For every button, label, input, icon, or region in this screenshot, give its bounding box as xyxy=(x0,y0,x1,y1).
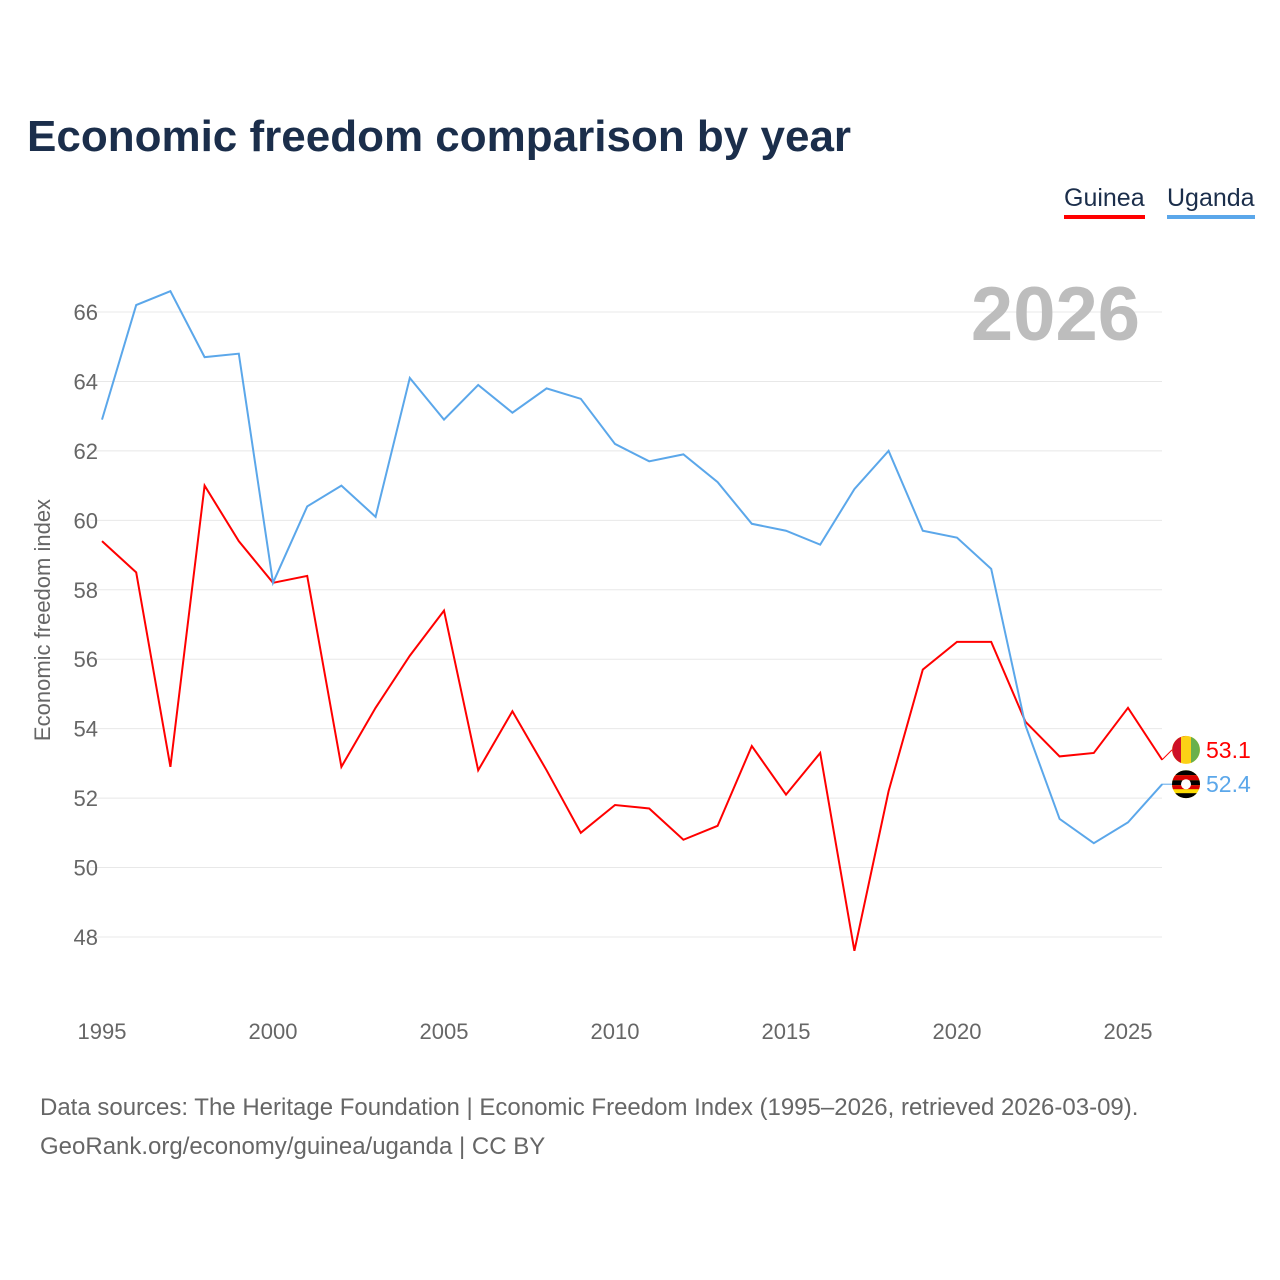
y-tick-label: 56 xyxy=(74,647,98,672)
y-tick-label: 50 xyxy=(74,856,98,881)
y-tick-label: 54 xyxy=(74,717,98,742)
y-tick-label: 66 xyxy=(74,300,98,325)
y-tick-label: 62 xyxy=(74,439,98,464)
flag-stripe xyxy=(1172,793,1200,798)
x-tick-label: 2000 xyxy=(249,1019,298,1044)
y-tick-label: 60 xyxy=(74,508,98,533)
end-value-label: 52.4 xyxy=(1206,771,1251,797)
end-value-label: 53.1 xyxy=(1206,737,1251,763)
x-tick-label: 2005 xyxy=(420,1019,469,1044)
chart-title: Economic freedom comparison by year xyxy=(27,112,852,161)
y-tick-label: 64 xyxy=(74,369,98,394)
source-note: Data sources: The Heritage Foundation | … xyxy=(40,1088,1138,1166)
x-tick-label: 2015 xyxy=(762,1019,811,1044)
series-line-uganda xyxy=(101,289,1163,845)
flag-stripe xyxy=(1191,736,1200,763)
y-tick-label: 52 xyxy=(74,786,98,811)
flag-stripe xyxy=(1172,735,1186,763)
flag-emblem xyxy=(1181,779,1191,790)
x-tick-label: 2020 xyxy=(933,1019,982,1044)
source-line-1: Data sources: The Heritage Foundation | … xyxy=(40,1094,1139,1121)
x-tick-label: 1995 xyxy=(78,1019,127,1044)
end-connector xyxy=(1161,749,1173,761)
legend-guinea[interactable]: Guinea xyxy=(1064,184,1145,219)
series-line-guinea xyxy=(101,482,1164,952)
y-tick-label: 58 xyxy=(74,578,98,603)
x-tick-label: 2010 xyxy=(591,1019,640,1044)
y-axis-label: Economic freedom index xyxy=(30,499,55,741)
legend-uganda[interactable]: Uganda xyxy=(1167,184,1255,219)
y-tick-label: 48 xyxy=(74,925,98,950)
flag-stripe xyxy=(1172,775,1200,780)
flag-stripe xyxy=(1172,770,1200,775)
source-line-2: GeoRank.org/economy/guinea/uganda | CC B… xyxy=(40,1133,546,1160)
x-tick-label: 2025 xyxy=(1104,1019,1153,1044)
year-watermark: 2026 xyxy=(971,272,1140,357)
